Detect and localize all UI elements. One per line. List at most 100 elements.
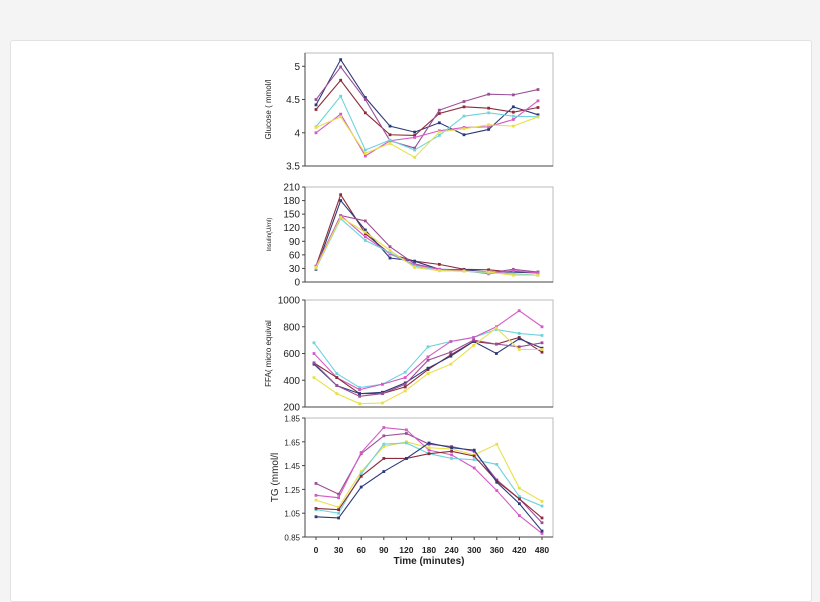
data-point xyxy=(314,131,318,135)
data-point xyxy=(314,507,318,510)
series-line-5 xyxy=(315,450,543,519)
series-line-6 xyxy=(315,116,539,159)
y-tick-label: 150 xyxy=(283,210,300,221)
series-line-1 xyxy=(315,58,539,136)
series-line-4 xyxy=(315,214,539,275)
y-axis-label: TG (mmol/l xyxy=(270,453,281,502)
y-tick-label: 3.5 xyxy=(286,162,300,173)
data-point xyxy=(359,485,363,489)
y-tick-label: 5 xyxy=(294,62,300,73)
data-point xyxy=(487,270,491,274)
data-point xyxy=(495,489,499,492)
data-point xyxy=(403,376,407,379)
y-tick-label: 4.5 xyxy=(286,95,300,106)
data-point xyxy=(540,521,544,525)
x-tick-label: 240 xyxy=(445,545,459,555)
data-point xyxy=(388,124,392,128)
data-point xyxy=(518,495,521,498)
data-point xyxy=(413,134,417,137)
data-point xyxy=(358,386,361,390)
data-point xyxy=(426,345,430,349)
data-point xyxy=(335,392,339,396)
data-point xyxy=(388,248,392,252)
y-tick-label: 400 xyxy=(283,376,300,387)
data-point xyxy=(437,269,441,273)
data-point xyxy=(495,463,499,466)
data-point xyxy=(462,100,466,103)
data-point xyxy=(358,402,361,406)
data-point xyxy=(487,106,491,110)
data-point xyxy=(518,514,521,517)
y-tick-label: 1.05 xyxy=(284,510,300,519)
panel-1: 5 4.5 4 3.5 Glucose ( mmol/l xyxy=(264,52,554,173)
x-tick-label: 60 xyxy=(356,545,366,555)
data-point xyxy=(381,401,384,405)
data-point xyxy=(495,342,498,346)
x-tick-label: 90 xyxy=(379,545,389,555)
data-point xyxy=(495,352,498,355)
series-line-6 xyxy=(315,442,543,532)
data-point xyxy=(403,385,407,389)
data-point xyxy=(511,269,515,273)
data-point xyxy=(314,266,318,269)
data-point xyxy=(359,474,363,478)
data-point xyxy=(540,334,544,337)
series-line-3 xyxy=(315,214,539,274)
data-point xyxy=(472,338,475,342)
data-point xyxy=(536,113,540,117)
data-point xyxy=(314,493,318,497)
data-point xyxy=(358,394,361,398)
x-tick-label: 300 xyxy=(467,545,481,555)
chart-figure: 5 4.5 4 3.5 Glucose ( mmol/l 210 180 150 120 90 60… xyxy=(264,52,554,567)
data-point xyxy=(405,457,408,460)
data-point xyxy=(517,332,521,335)
data-point xyxy=(381,392,384,396)
data-point xyxy=(437,130,441,134)
data-point xyxy=(363,98,367,101)
panel-3: 1000 800 600 400 200 FFA( micro equival xyxy=(264,296,554,414)
data-point xyxy=(363,151,367,155)
data-point xyxy=(511,273,515,277)
y-tick-label: 600 xyxy=(283,349,300,360)
data-point xyxy=(487,268,491,272)
data-point xyxy=(449,340,453,343)
data-point xyxy=(314,482,318,485)
data-point xyxy=(388,133,392,137)
data-point xyxy=(426,358,430,362)
data-point xyxy=(462,114,466,118)
y-tick-label: 1000 xyxy=(278,296,301,307)
y-tick-label: 180 xyxy=(283,196,300,207)
data-point xyxy=(495,442,499,446)
data-point xyxy=(450,453,453,457)
data-point xyxy=(449,354,453,358)
data-point xyxy=(335,372,339,375)
y-tick-label: 90 xyxy=(289,237,301,248)
data-point xyxy=(517,348,521,351)
data-point xyxy=(339,94,343,98)
series-line-2 xyxy=(315,79,539,136)
data-point xyxy=(413,136,417,139)
data-point xyxy=(335,384,339,387)
data-point xyxy=(413,146,417,150)
y-tick-label: 1.65 xyxy=(284,438,300,447)
data-point xyxy=(511,124,515,128)
y-tick-label: 0.85 xyxy=(284,534,300,543)
data-point xyxy=(382,434,386,438)
y-axis-label: Insulin(U/ml) xyxy=(267,218,273,252)
data-point xyxy=(540,504,544,508)
data-point xyxy=(388,245,392,249)
data-point xyxy=(495,480,499,484)
data-point xyxy=(540,499,544,503)
data-point xyxy=(405,441,408,445)
data-point xyxy=(339,199,343,202)
data-point xyxy=(495,326,498,330)
data-point xyxy=(511,114,515,118)
data-point xyxy=(540,532,544,535)
data-point xyxy=(314,126,318,129)
data-point xyxy=(449,350,453,354)
x-tick-label: 30 xyxy=(334,545,344,555)
series-line-2 xyxy=(315,199,539,274)
data-point xyxy=(487,125,491,129)
figure-image xyxy=(258,48,556,566)
data-point xyxy=(363,148,367,152)
